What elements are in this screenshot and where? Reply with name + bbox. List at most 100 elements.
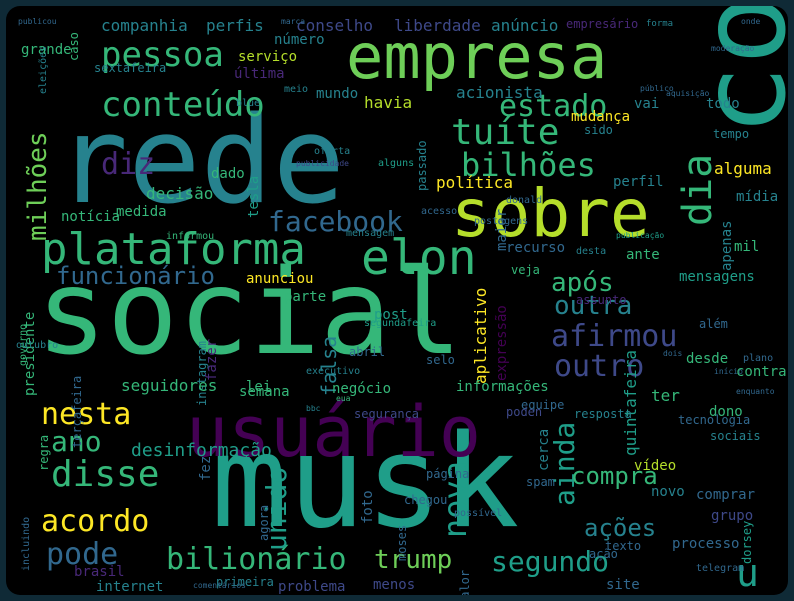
cloud-word: cerca bbox=[536, 429, 552, 471]
cloud-word: executivo bbox=[306, 366, 360, 377]
cloud-word: terçafeira bbox=[70, 376, 84, 448]
cloud-word: onde bbox=[741, 17, 760, 26]
cloud-word: governo bbox=[18, 324, 29, 366]
cloud-word: oferta bbox=[314, 146, 350, 157]
cloud-word: tuíte bbox=[451, 112, 559, 153]
cloud-word: disse bbox=[51, 454, 159, 495]
cloud-word: unido bbox=[260, 467, 293, 551]
cloud-word: apenas bbox=[719, 220, 735, 271]
cloud-word: tempo bbox=[713, 127, 749, 141]
cloud-word: funcionário bbox=[56, 262, 215, 290]
cloud-word: todo bbox=[706, 96, 740, 112]
cloud-word: presidente bbox=[22, 312, 38, 396]
cloud-word: plataforma bbox=[41, 224, 306, 275]
cloud-word: mídia bbox=[736, 189, 778, 205]
cloud-word: meio bbox=[284, 84, 308, 95]
cloud-word: sextafeira bbox=[94, 61, 166, 75]
cloud-word: equipe bbox=[521, 398, 564, 412]
cloud-word: liberdade bbox=[394, 16, 481, 35]
cloud-word: mudança bbox=[571, 109, 630, 125]
cloud-word: informações bbox=[456, 379, 549, 395]
cloud-word: fez bbox=[198, 456, 214, 481]
cloud-word: facebook bbox=[268, 205, 403, 238]
cloud-word: estado bbox=[499, 89, 607, 124]
cloud-word: social bbox=[36, 243, 462, 381]
cloud-word: ação bbox=[589, 547, 618, 561]
cloud-word: segurança bbox=[354, 407, 419, 421]
cloud-word: chegou bbox=[404, 493, 447, 507]
cloud-word: além bbox=[699, 317, 728, 331]
cloud-word: rede bbox=[56, 92, 345, 231]
cloud-word: u bbox=[736, 551, 759, 595]
cloud-word: musk bbox=[211, 408, 519, 557]
cloud-word: segundafeira bbox=[364, 318, 436, 329]
cloud-word: menos bbox=[373, 577, 415, 593]
cloud-word: pode bbox=[46, 537, 118, 572]
cloud-word: ter bbox=[651, 386, 680, 405]
cloud-word: alguns bbox=[378, 158, 414, 169]
cloud-word: processo bbox=[672, 536, 739, 552]
cloud-word: vai bbox=[634, 96, 659, 112]
cloud-word: comprar bbox=[696, 487, 755, 503]
cloud-word: dorsey bbox=[740, 521, 754, 564]
cloud-word: perfil bbox=[613, 174, 664, 190]
cloud-word: expressão bbox=[494, 305, 510, 381]
cloud-word: início bbox=[714, 367, 743, 376]
cloud-word: última bbox=[234, 66, 285, 82]
cloud-word: número bbox=[274, 32, 325, 48]
cloud-word: sido bbox=[584, 123, 613, 137]
cloud-word: outubro bbox=[16, 340, 58, 351]
cloud-word: primeira bbox=[216, 575, 274, 589]
cloud-word: passado bbox=[415, 140, 429, 191]
cloud-word: compra bbox=[571, 462, 658, 490]
cloud-word: usuário bbox=[186, 391, 481, 473]
cloud-word: grupo bbox=[711, 508, 753, 524]
cloud-word: empresa bbox=[346, 20, 607, 93]
cloud-word: política bbox=[436, 173, 513, 192]
cloud-word: poden bbox=[506, 405, 542, 419]
cloud-word: postagens bbox=[474, 216, 528, 227]
cloud-word: outra bbox=[554, 291, 632, 321]
cloud-word: notícia bbox=[61, 209, 120, 225]
cloud-word: informou bbox=[166, 231, 214, 242]
cloud-word: alguma bbox=[714, 159, 772, 178]
cloud-word: eua bbox=[336, 394, 351, 403]
cloud-word: valor bbox=[458, 570, 472, 595]
cloud-word: seguidores bbox=[121, 376, 217, 395]
cloud-word: tesla bbox=[246, 176, 262, 218]
cloud-word: dois bbox=[663, 349, 682, 358]
cloud-word: mensagem bbox=[346, 228, 394, 239]
cloud-word: dado bbox=[211, 166, 245, 182]
cloud-word: eleições bbox=[38, 46, 49, 94]
cloud-word: aplicativo bbox=[471, 288, 490, 384]
cloud-word: aquisição bbox=[666, 89, 710, 98]
cloud-word: nova bbox=[436, 461, 474, 538]
cloud-word: tecnologia bbox=[678, 413, 750, 427]
cloud-word: recurso bbox=[506, 240, 565, 256]
cloud-word: moses bbox=[395, 525, 409, 561]
cloud-word: donald bbox=[506, 195, 542, 206]
cloud-word: bilhões bbox=[461, 146, 596, 184]
cloud-word: marca bbox=[281, 17, 305, 26]
cloud-word: afirmou bbox=[551, 319, 677, 354]
cloud-word: brasil bbox=[74, 564, 125, 580]
cloud-word: página bbox=[426, 467, 469, 481]
cloud-word: mensagens bbox=[679, 269, 755, 285]
cloud-word: ações bbox=[584, 514, 656, 542]
cloud-word: agora bbox=[257, 505, 271, 541]
cloud-word: mundo bbox=[316, 86, 358, 102]
cloud-word: instagram bbox=[195, 341, 209, 406]
cloud-word: medida bbox=[116, 204, 167, 220]
cloud-word: quintafeira bbox=[621, 350, 640, 456]
cloud-word: nesta bbox=[41, 397, 131, 432]
cloud-word: elon bbox=[361, 230, 477, 286]
cloud-word: possível bbox=[454, 507, 502, 519]
cloud-word: resposta bbox=[574, 407, 632, 421]
cloud-word: público bbox=[640, 84, 674, 93]
cloud-word: comentários bbox=[193, 581, 246, 590]
cloud-word: assunto bbox=[576, 293, 627, 307]
cloud-word: desde bbox=[686, 351, 728, 367]
cloud-word: dia bbox=[675, 154, 721, 226]
cloud-word: publicação bbox=[616, 231, 664, 240]
cloud-word: enquanto bbox=[736, 387, 775, 396]
